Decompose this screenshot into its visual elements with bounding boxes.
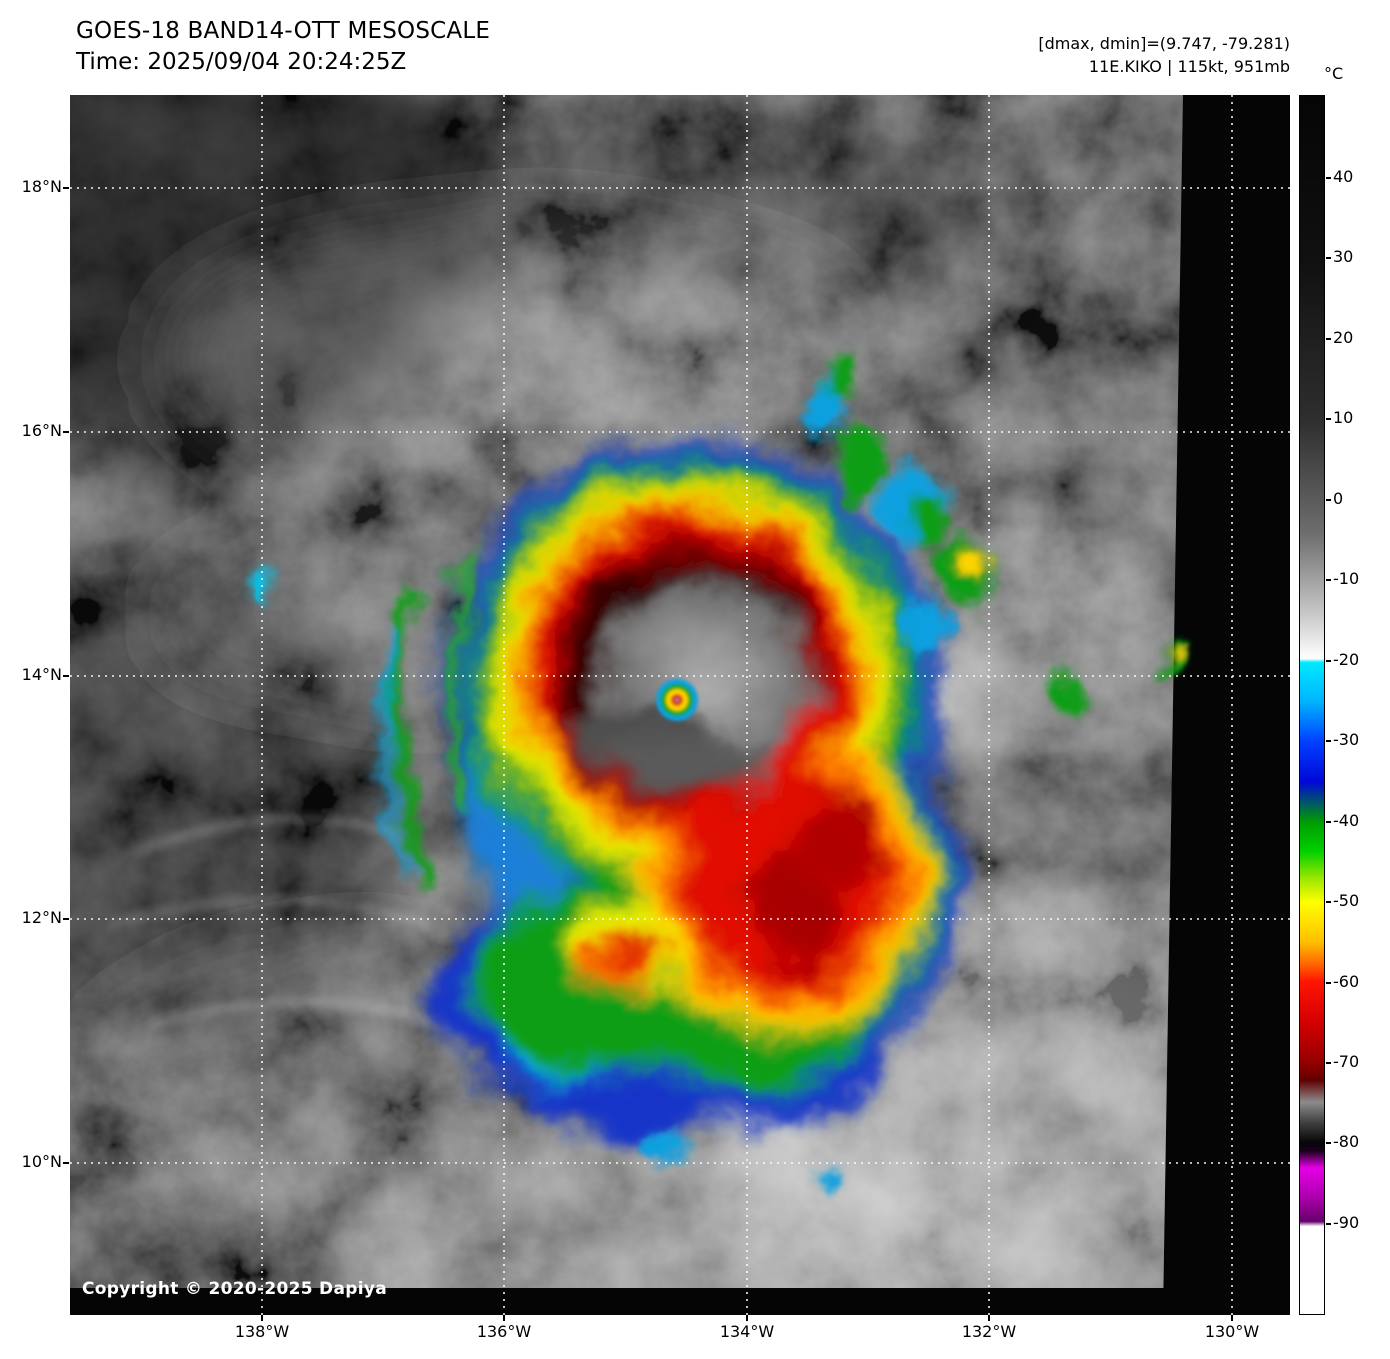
bottom-black-strip [70, 1288, 1290, 1315]
header-left: GOES-18 BAND14-OTT MESOSCALE Time: 2025/… [76, 18, 490, 75]
lon-axis-label: 138°W [234, 1322, 290, 1341]
lon-axis-label: 132°W [961, 1322, 1017, 1341]
colorbar-tick-label: -90 [1333, 1212, 1360, 1232]
lon-axis-label: 134°W [719, 1322, 775, 1341]
lat-axis-label: 14°N [21, 665, 62, 684]
colorbar-tickmark [1326, 981, 1331, 984]
colorbar-tick-label: -10 [1333, 569, 1360, 589]
colorbar-tick-label: 10 [1333, 408, 1354, 428]
colorbar-tickmark [1326, 337, 1331, 340]
image-title: GOES-18 BAND14-OTT MESOSCALE [76, 18, 491, 44]
colorbar-tickmark [1326, 1222, 1331, 1225]
colorbar-tickmark [1326, 257, 1331, 260]
lon-tickmark [503, 1315, 505, 1321]
colorbar-tick-label: 0 [1333, 488, 1344, 508]
colorbar-tick-label: -20 [1333, 649, 1360, 669]
lat-axis-label: 16°N [21, 421, 62, 440]
colorbar-tick-label: -80 [1333, 1132, 1360, 1152]
lon-tickmark [988, 1315, 990, 1321]
lat-tickmark [63, 918, 69, 920]
colorbar-tick-label: 30 [1333, 247, 1354, 267]
scattered-convection [250, 363, 1181, 1188]
dmax-dmin-readout: [dmax, dmin]=(9.747, -79.281) [1038, 34, 1290, 53]
colorbar-tickmark [1326, 177, 1331, 179]
colorbar-tick-label: -70 [1333, 1051, 1360, 1071]
satellite-map: Copyright © 2020-2025 Dapiya [70, 95, 1290, 1315]
colorbar-tick-label: -30 [1333, 730, 1360, 750]
copyright-text: Copyright © 2020-2025 Dapiya [82, 1279, 387, 1299]
lat-lon-gridlines [70, 95, 1290, 1315]
lat-tickmark [63, 675, 69, 677]
colorbar-tick-label: -50 [1333, 891, 1360, 911]
colorbar-unit-label: °C [1324, 64, 1344, 83]
colorbar-tickmark [1326, 659, 1331, 662]
lon-axis-label: 136°W [476, 1322, 532, 1341]
lat-axis-label: 18°N [21, 177, 62, 196]
storm-info-readout: 11E.KIKO | 115kt, 951mb [1088, 57, 1290, 76]
colorbar-tick-label: -60 [1333, 971, 1360, 991]
colorbar-tickmark [1326, 901, 1331, 904]
colorbar-tick-label: -40 [1333, 810, 1360, 830]
header-right: [dmax, dmin]=(9.747, -79.281) 11E.KIKO |… [1038, 34, 1290, 76]
lon-tickmark [1231, 1315, 1233, 1321]
satellite-image [70, 95, 1290, 1315]
colorbar-tickmark [1326, 740, 1331, 743]
colorbar [1299, 95, 1325, 1315]
colorbar-tickmark [1326, 820, 1331, 823]
colorbar-tickmark [1326, 498, 1331, 501]
lat-axis-label: 12°N [21, 908, 62, 927]
cirrus-streaks [109, 816, 472, 1038]
colorbar-tickmark [1326, 1142, 1331, 1145]
colorbar-tick-label: 20 [1333, 327, 1354, 347]
colorbar-tick-label: 40 [1333, 167, 1354, 186]
lat-tickmark [63, 431, 69, 433]
lat-axis-label: 10°N [21, 1152, 62, 1171]
colorbar-tickmark [1326, 579, 1331, 582]
image-time: Time: 2025/09/04 20:24:25Z [76, 49, 407, 75]
no-data-wedge [1163, 95, 1290, 1315]
colorbar-tickmark [1326, 1061, 1331, 1064]
lat-tickmark [63, 1162, 69, 1164]
lat-tickmark [63, 187, 69, 189]
lon-tickmark [261, 1315, 263, 1321]
hurricane-eye [656, 679, 698, 721]
lon-axis-label: 130°W [1204, 1322, 1260, 1341]
colorbar-tickmark [1326, 418, 1331, 421]
lon-tickmark [746, 1315, 748, 1321]
storm-color-rings [435, 441, 963, 1140]
